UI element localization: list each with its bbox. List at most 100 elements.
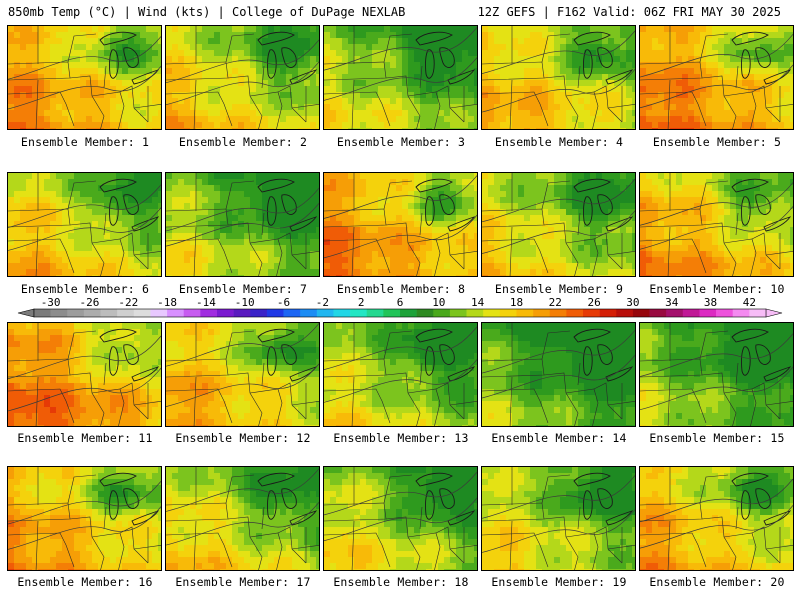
- colorbar-swatch: [83, 309, 101, 317]
- colorbar-swatch: [449, 309, 467, 317]
- temperature-field-map: [166, 26, 319, 129]
- ensemble-member-caption: Ensemble Member: 1: [20, 135, 150, 149]
- ensemble-map-panel: [639, 172, 794, 277]
- ensemble-map-panel: [7, 172, 162, 277]
- colorbar-swatch: [583, 309, 600, 317]
- colorbar-tick-label: 6: [397, 296, 404, 309]
- colorbar-swatch: [682, 309, 700, 317]
- colorbar-swatch: [316, 309, 334, 317]
- ensemble-member-caption: Ensemble Member: 13: [333, 431, 469, 445]
- ensemble-member-caption: Ensemble Member: 2: [178, 135, 308, 149]
- colorbar-swatch: [699, 309, 717, 317]
- colorbar-left-arrow: [17, 308, 35, 318]
- ensemble-map-panel: [639, 322, 794, 427]
- colorbar-swatch: [466, 309, 484, 317]
- ensemble-map-panel: [165, 172, 320, 277]
- colorbar-tick-label: 14: [471, 296, 485, 309]
- colorbar-swatch: [200, 309, 218, 317]
- temperature-field-map: [482, 173, 635, 276]
- colorbar-tick-label: 26: [587, 296, 600, 309]
- ensemble-member-caption: Ensemble Member: 3: [336, 135, 466, 149]
- temperature-field-map: [166, 323, 319, 426]
- colorbar-swatch: [183, 309, 201, 317]
- ensemble-map-panel: [165, 466, 320, 571]
- colorbar-tick-label: 22: [549, 296, 562, 309]
- colorbar-swatch: [632, 309, 650, 317]
- temperature-field-map: [640, 467, 793, 570]
- colorbar-outline: [33, 308, 767, 318]
- ensemble-member-caption: Ensemble Member: 6: [20, 282, 150, 296]
- temperature-field-map: [324, 26, 477, 129]
- ensemble-member-caption: Ensemble Member: 8: [336, 282, 466, 296]
- ensemble-map-panel: [639, 466, 794, 571]
- temperature-field-map: [640, 323, 793, 426]
- colorbar-swatch: [283, 309, 301, 317]
- temperature-field-map: [324, 467, 477, 570]
- colorbar-tick-label: 34: [665, 296, 679, 309]
- ensemble-map-panel: [165, 25, 320, 130]
- colorbar-swatch: [100, 309, 118, 317]
- ensemble-map-panel: [165, 322, 320, 427]
- ensemble-member-caption: Ensemble Member: 15: [649, 431, 785, 445]
- ensemble-map-panel: [481, 466, 636, 571]
- colorbar-swatch: [233, 309, 251, 317]
- colorbar-swatch: [167, 309, 185, 317]
- colorbar-swatch: [67, 309, 85, 317]
- ensemble-member-caption: Ensemble Member: 11: [17, 431, 153, 445]
- colorbar-swatch: [433, 309, 451, 317]
- ensemble-member-caption: Ensemble Member: 18: [333, 575, 469, 589]
- colorbar-swatch: [217, 309, 234, 317]
- colorbar-swatch: [416, 309, 434, 317]
- colorbar-swatch: [350, 309, 368, 317]
- colorbar-swatch: [716, 309, 734, 317]
- colorbar-tick-label: 18: [510, 296, 523, 309]
- ensemble-map-panel: [639, 25, 794, 130]
- temperature-field-map: [166, 173, 319, 276]
- temperature-field-map: [8, 173, 161, 276]
- ensemble-member-caption: Ensemble Member: 5: [652, 135, 782, 149]
- colorbar-tick-label: -30: [41, 296, 61, 309]
- ensemble-map-panel: [7, 25, 162, 130]
- temperature-field-map: [166, 467, 319, 570]
- ensemble-member-caption: Ensemble Member: 16: [17, 575, 153, 589]
- temperature-field-map: [482, 467, 635, 570]
- colorbar-swatch: [749, 309, 767, 317]
- ensemble-member-caption: Ensemble Member: 14: [491, 431, 627, 445]
- temperature-colorbar: -30 -26 -22 -18 -14 -10 -6 -2 2 6 10 14 18 22 26 30 34 38…: [17, 296, 783, 318]
- colorbar-swatch: [499, 309, 517, 317]
- ensemble-map-panel: [481, 172, 636, 277]
- colorbar-swatch: [616, 309, 634, 317]
- colorbar-swatch: [533, 309, 551, 317]
- temperature-field-map: [324, 173, 477, 276]
- colorbar-swatch: [400, 309, 417, 317]
- colorbar-right-arrow: [765, 308, 783, 318]
- colorbar-tick-label: -18: [157, 296, 177, 309]
- colorbar-swatch: [732, 309, 750, 317]
- colorbar-tick-label: 38: [704, 296, 717, 309]
- product-title: 850mb Temp (°C) | Wind (kts) | College o…: [8, 5, 406, 19]
- ensemble-map-panel: [323, 466, 478, 571]
- temperature-field-map: [482, 323, 635, 426]
- ensemble-member-caption: Ensemble Member: 12: [175, 431, 311, 445]
- ensemble-map-panel: [481, 322, 636, 427]
- ensemble-member-caption: Ensemble Member: 7: [178, 282, 308, 296]
- ensemble-map-panel: [7, 322, 162, 427]
- colorbar-swatch: [383, 309, 401, 317]
- colorbar-tick-label: -26: [80, 296, 100, 309]
- colorbar-swatch: [666, 309, 684, 317]
- colorbar-swatch: [333, 309, 351, 317]
- colorbar-swatch: [566, 309, 584, 317]
- colorbar-swatch: [300, 309, 318, 317]
- colorbar-swatch: [483, 309, 501, 317]
- colorbar-swatch: [366, 309, 384, 317]
- colorbar-tick-label: 42: [743, 296, 756, 309]
- colorbar-swatch: [599, 309, 617, 317]
- temperature-field-map: [324, 323, 477, 426]
- colorbar-tick-label: -6: [277, 296, 290, 309]
- valid-time-label: 12Z GEFS | F162 Valid: 06Z FRI MAY 30 20…: [477, 5, 781, 19]
- ensemble-member-caption: Ensemble Member: 10: [649, 282, 785, 296]
- colorbar-tick-label: 30: [626, 296, 639, 309]
- colorbar-swatch: [150, 309, 168, 317]
- colorbar-swatch: [516, 309, 534, 317]
- ensemble-member-caption: Ensemble Member: 4: [494, 135, 624, 149]
